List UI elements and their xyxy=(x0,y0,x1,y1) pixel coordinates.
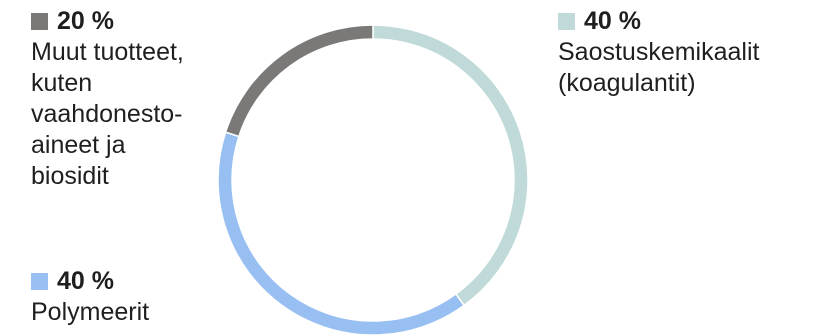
legend-label: Saostuskemikaalit (koagulantit) xyxy=(558,38,760,97)
legend-swatch xyxy=(558,13,575,30)
legend-swatch xyxy=(31,273,48,290)
legend-value: 40 % xyxy=(584,7,641,35)
donut-slice-saostuskemikaalit xyxy=(372,24,529,307)
legend-entry-polymeerit: 40 % Polymeerit xyxy=(31,266,149,328)
legend-label: Muut tuotteet, kuten vaahdonesto- aineet… xyxy=(31,38,184,190)
donut-slice-polymeerit xyxy=(217,131,466,336)
donut-slice-muut-tuotteet xyxy=(224,24,374,138)
donut-slices xyxy=(217,24,529,336)
legend-swatch xyxy=(31,13,48,30)
legend-entry-muut-tuotteet: 20 % Muut tuotteet, kuten vaahdonesto- a… xyxy=(31,6,184,192)
legend-value: 20 % xyxy=(57,7,114,35)
legend-entry-saostuskemikaalit: 40 % Saostuskemikaalit (koagulantit) xyxy=(558,6,759,99)
legend-label: Polymeerit xyxy=(31,298,150,326)
legend-value: 40 % xyxy=(57,267,114,295)
